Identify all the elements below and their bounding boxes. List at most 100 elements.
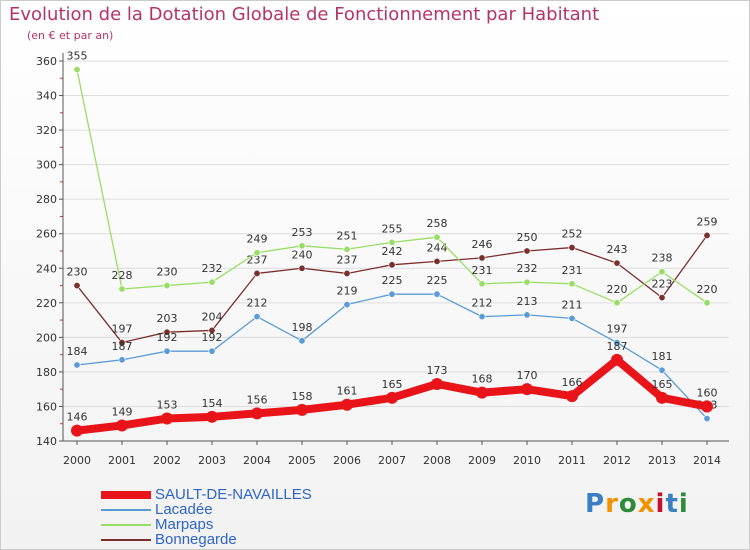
- data-label: 204: [202, 310, 223, 323]
- data-label: 173: [427, 364, 448, 377]
- data-point: [701, 400, 713, 413]
- data-label: 198: [292, 321, 313, 334]
- y-tick-label: 320: [36, 124, 57, 137]
- x-tick-label: 2006: [333, 454, 361, 467]
- data-point: [658, 268, 666, 276]
- data-point: [118, 356, 126, 364]
- x-tick-label: 2002: [153, 454, 181, 467]
- data-label: 244: [427, 241, 448, 254]
- data-label: 187: [112, 340, 133, 353]
- data-label: 197: [607, 323, 628, 336]
- y-tick-label: 160: [36, 400, 57, 413]
- data-point: [703, 415, 711, 423]
- data-point: [521, 383, 533, 396]
- data-label: 181: [652, 350, 673, 363]
- data-label: 212: [247, 297, 268, 310]
- data-label: 166: [562, 376, 583, 389]
- data-label: 203: [157, 312, 178, 325]
- x-tick-label: 2003: [198, 454, 226, 467]
- data-point: [208, 347, 216, 355]
- legend-swatch: [101, 509, 151, 511]
- data-point: [431, 378, 443, 390]
- data-point: [208, 326, 216, 334]
- y-tick-label: 180: [36, 366, 57, 379]
- data-point: [658, 294, 666, 302]
- data-label: 228: [112, 269, 133, 282]
- data-point: [656, 391, 668, 404]
- data-point: [388, 261, 396, 269]
- x-tick-label: 2005: [288, 454, 316, 467]
- x-tick-label: 2012: [603, 454, 631, 467]
- data-point: [478, 280, 486, 288]
- data-point: [71, 424, 83, 437]
- x-tick-label: 2000: [63, 454, 91, 467]
- data-label: 220: [607, 283, 628, 296]
- data-label: 146: [67, 411, 88, 424]
- chart-title: Evolution de la Dotation Globale de Fonc…: [9, 4, 600, 25]
- data-point: [298, 242, 306, 250]
- proxiti-logo: Proxiti: [585, 489, 689, 519]
- data-point: [523, 247, 531, 255]
- data-point: [253, 269, 261, 277]
- legend-swatch: [101, 539, 151, 541]
- data-point: [118, 339, 126, 347]
- y-tick-label: 260: [36, 228, 57, 241]
- data-point: [386, 391, 398, 404]
- x-tick-label: 2009: [468, 454, 496, 467]
- data-label: 231: [562, 264, 583, 277]
- data-label: 258: [427, 217, 448, 230]
- data-point: [161, 412, 173, 425]
- data-label: 168: [472, 373, 493, 386]
- x-tick-label: 2011: [558, 454, 586, 467]
- data-point: [568, 314, 576, 322]
- data-label: 232: [202, 262, 223, 275]
- y-tick-label: 140: [36, 435, 57, 448]
- data-label: 252: [562, 228, 583, 241]
- y-tick-label: 240: [36, 262, 57, 275]
- data-point: [163, 328, 171, 336]
- data-label: 192: [202, 331, 223, 344]
- data-point: [388, 238, 396, 246]
- data-point: [118, 285, 126, 293]
- data-point: [251, 407, 263, 420]
- data-label: 230: [67, 266, 88, 279]
- data-point: [343, 269, 351, 277]
- data-label: 255: [382, 222, 403, 235]
- data-label: 251: [337, 229, 358, 242]
- data-point: [163, 347, 171, 355]
- data-label: 212: [472, 297, 493, 310]
- data-point: [703, 299, 711, 307]
- data-label: 161: [337, 385, 358, 398]
- data-point: [388, 290, 396, 298]
- data-point: [73, 282, 81, 290]
- data-label: 170: [517, 369, 538, 382]
- data-label: 160: [697, 386, 718, 399]
- y-tick-label: 300: [36, 159, 57, 172]
- data-label: 249: [247, 233, 268, 246]
- data-point: [566, 390, 578, 403]
- y-tick-label: 220: [36, 297, 57, 310]
- data-point: [298, 264, 306, 272]
- data-label: 230: [157, 266, 178, 279]
- data-label: 259: [697, 215, 718, 228]
- data-point: [478, 254, 486, 262]
- legend-swatch: [101, 524, 151, 526]
- data-label: 158: [292, 390, 313, 403]
- data-point: [206, 410, 218, 423]
- data-point: [613, 299, 621, 307]
- data-point: [478, 313, 486, 321]
- x-tick-label: 2013: [648, 454, 676, 467]
- data-label: 231: [472, 264, 493, 277]
- data-label: 154: [202, 397, 223, 410]
- data-label: 250: [517, 231, 538, 244]
- y-tick-label: 340: [36, 90, 57, 103]
- data-label: 253: [292, 226, 313, 239]
- data-point: [613, 259, 621, 267]
- x-tick-label: 2014: [693, 454, 721, 467]
- data-point: [523, 278, 531, 286]
- data-label: 156: [247, 393, 268, 406]
- data-point: [433, 233, 441, 241]
- data-point: [658, 366, 666, 374]
- data-label: 242: [382, 245, 403, 258]
